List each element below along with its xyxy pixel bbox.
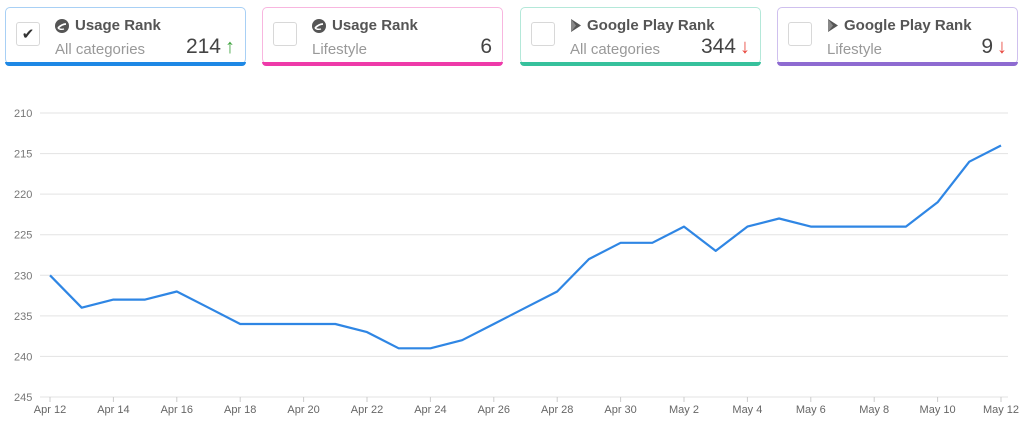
card-title: Usage Rank xyxy=(332,17,418,34)
card-title: Usage Rank xyxy=(75,17,161,34)
trend-down-icon: ↓ xyxy=(740,35,750,58)
card-subtitle: All categories xyxy=(55,41,146,58)
x-tick-label: Apr 14 xyxy=(97,404,129,416)
y-tick-label: 240 xyxy=(14,351,32,363)
x-tick-label: May 8 xyxy=(859,404,889,416)
card-subtitle: All categories xyxy=(570,41,661,58)
similarweb-icon xyxy=(55,18,69,33)
rank-cards: ✔ Usage Rank All categories 214 ↑ Usage Rank L… xyxy=(5,7,1024,67)
y-tick-label: 215 xyxy=(14,149,32,161)
card-subtitle: Lifestyle xyxy=(312,41,368,58)
y-tick-label: 245 xyxy=(14,392,32,404)
x-tick-label: Apr 24 xyxy=(414,404,446,416)
y-tick-label: 220 xyxy=(14,189,32,201)
usage-rank-line xyxy=(49,144,1002,350)
card-color-bar xyxy=(520,62,761,66)
x-tick-label: Apr 28 xyxy=(541,404,573,416)
card-checkbox[interactable] xyxy=(788,22,812,46)
card-color-bar xyxy=(5,62,246,66)
google-play-icon xyxy=(827,19,838,32)
x-tick-label: Apr 30 xyxy=(604,404,636,416)
x-tick-label: May 10 xyxy=(920,404,956,416)
y-axis: 210 215 220 225 230 235 240 245 xyxy=(14,108,32,404)
card-title: Google Play Rank xyxy=(844,17,972,34)
x-tick-label: Apr 18 xyxy=(224,404,256,416)
card-value: 6 xyxy=(480,35,492,58)
x-tick-label: Apr 16 xyxy=(161,404,193,416)
rank-card-4[interactable]: Google Play Rank Lifestyle 9 ↓ xyxy=(777,7,1018,66)
trend-down-icon: ↓ xyxy=(997,35,1007,58)
card-checkbox[interactable] xyxy=(273,22,297,46)
rank-card-3[interactable]: Google Play Rank All categories 344 ↓ xyxy=(520,7,761,66)
x-tick-label: May 4 xyxy=(732,404,762,416)
card-title: Google Play Rank xyxy=(587,17,715,34)
card-checkbox[interactable]: ✔ xyxy=(16,22,40,46)
y-tick-label: 230 xyxy=(14,270,32,282)
google-play-icon xyxy=(570,19,581,32)
rank-card-2[interactable]: Usage Rank Lifestyle 6 xyxy=(262,7,503,66)
x-tick-label: Apr 22 xyxy=(351,404,383,416)
card-value: 9 xyxy=(981,35,993,58)
card-color-bar xyxy=(777,62,1018,66)
similarweb-icon xyxy=(312,18,326,33)
chart-grid xyxy=(40,112,1008,398)
card-value: 344 xyxy=(700,35,736,58)
rank-card-1[interactable]: ✔ Usage Rank All categories 214 ↑ xyxy=(5,7,246,66)
y-tick-label: 225 xyxy=(14,230,32,242)
x-tick-label: Apr 12 xyxy=(34,404,66,416)
card-value: 214 xyxy=(185,35,221,58)
y-tick-label: 235 xyxy=(14,311,32,323)
x-tick-label: May 2 xyxy=(669,404,699,416)
x-tick-label: Apr 26 xyxy=(478,404,510,416)
x-tick-label: May 12 xyxy=(983,404,1019,416)
x-tick-label: Apr 20 xyxy=(287,404,319,416)
x-axis: Apr 12 Apr 14 Apr 16 Apr 18 Apr 20 Apr 22 Apr … xyxy=(34,397,1019,416)
card-subtitle: Lifestyle xyxy=(827,41,883,58)
x-tick-label: May 6 xyxy=(796,404,826,416)
y-tick-label: 210 xyxy=(14,108,32,120)
trend-up-icon: ↑ xyxy=(225,35,235,58)
card-color-bar xyxy=(262,62,503,66)
card-checkbox[interactable] xyxy=(531,22,555,46)
check-icon: ✔ xyxy=(21,26,35,43)
